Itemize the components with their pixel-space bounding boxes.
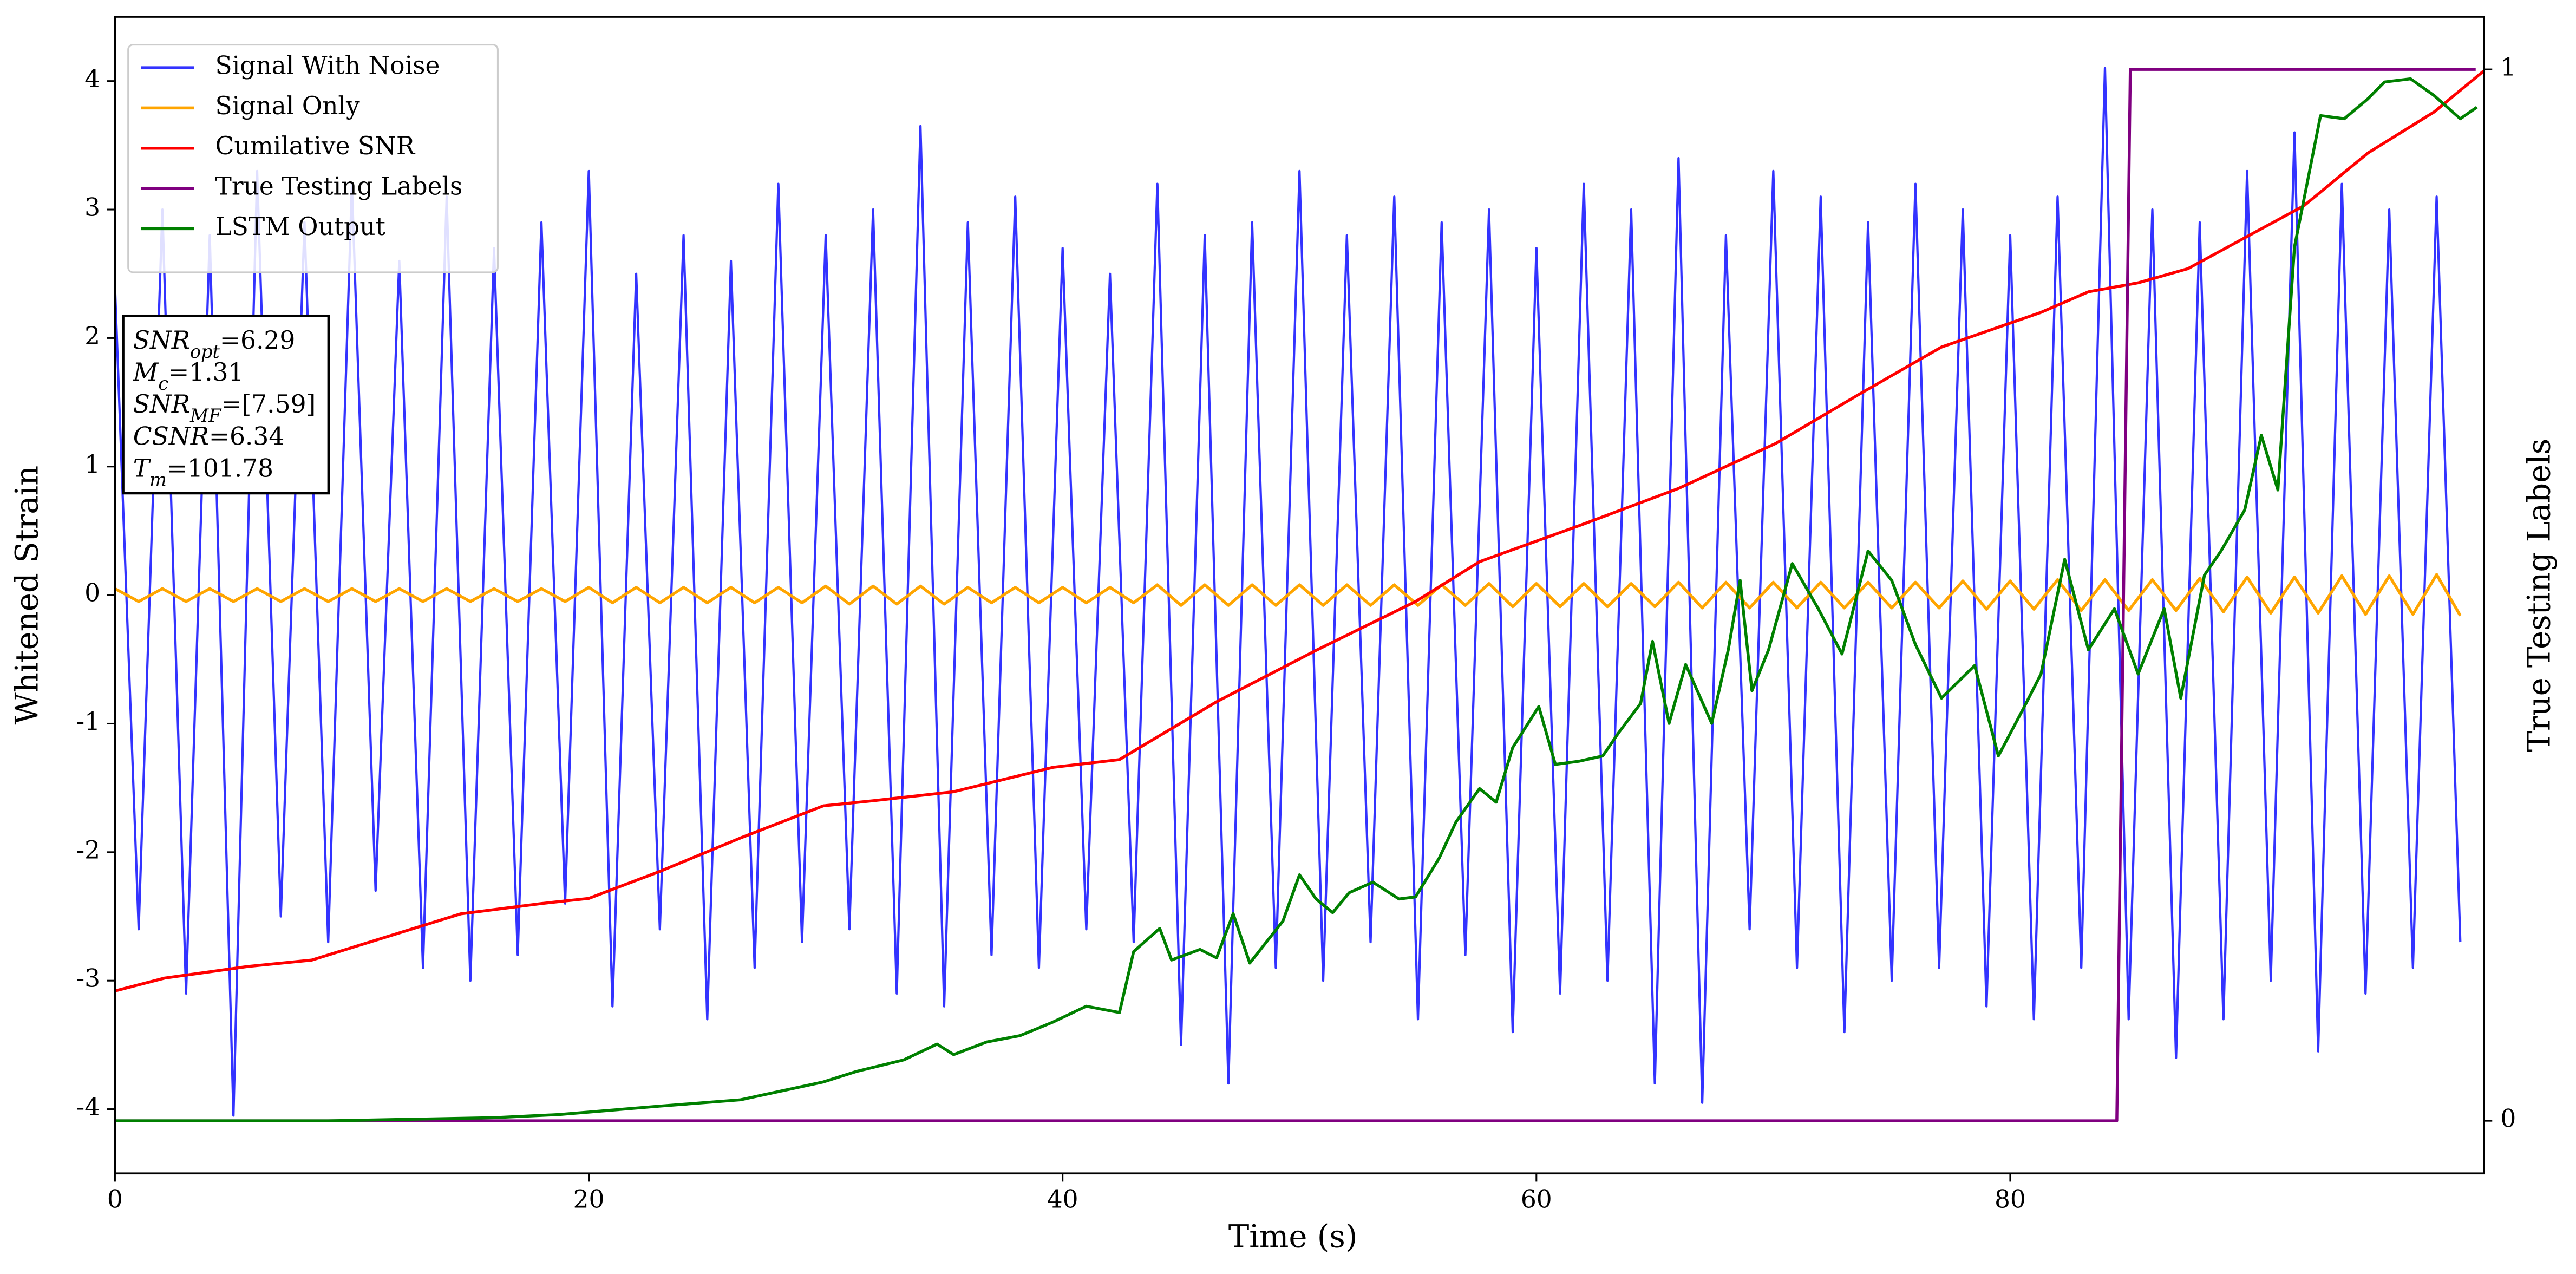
annotation-symbol: T: [133, 454, 152, 482]
annotation: SNRMF=[7.59]: [133, 390, 316, 426]
y-tick-label: -4: [76, 1093, 100, 1121]
annotation: Tm=101.78: [133, 454, 273, 490]
legend-label: Signal With Noise: [215, 51, 440, 80]
y-tick-label: -3: [76, 964, 100, 993]
annotation-subscript: c: [158, 373, 168, 394]
y-axis-label: Whitened Strain: [9, 466, 45, 725]
series-line: [115, 573, 2462, 617]
y-tick-label: -1: [76, 707, 100, 736]
x-tick-label: 20: [573, 1185, 605, 1213]
y-tick-label: -2: [76, 835, 100, 864]
x-tick-label: 60: [1521, 1185, 1552, 1213]
y-tick-label: 4: [84, 64, 100, 93]
y-tick-label: 3: [84, 193, 100, 222]
annotation-symbol: M: [133, 357, 159, 386]
series-line: [115, 77, 2478, 1122]
annotation-value: =101.78: [167, 454, 273, 482]
x-tick-label: 0: [107, 1185, 123, 1213]
annotation: Mc=1.31: [133, 357, 244, 394]
annotation-subscript: m: [149, 469, 167, 490]
y2-tick-label: 1: [2500, 53, 2516, 82]
annotation-subscript: MF: [189, 405, 222, 426]
x-tick-label: 80: [1995, 1185, 2026, 1213]
plot-frame: [114, 16, 2485, 1175]
y-tick-label: 1: [84, 450, 100, 479]
legend-label: Signal Only: [215, 92, 360, 120]
series-line: [115, 69, 2485, 992]
annotation-value: =1.31: [168, 357, 244, 386]
legend-label: True Testing Labels: [215, 172, 463, 201]
y2-axis-label: True Testing Labels: [2520, 439, 2557, 752]
legend-label: LSTM Output: [215, 212, 385, 241]
annotation: SNRopt=6.29: [133, 325, 296, 362]
series-line: [115, 68, 2476, 1122]
annotation-subscript: opt: [190, 341, 220, 362]
annotation-symbol: CSNR: [133, 422, 209, 450]
y2-tick-label: 0: [2500, 1105, 2516, 1133]
y-tick-label: 2: [84, 322, 100, 350]
annotation-box: [122, 314, 330, 495]
x-axis-label: Time (s): [1228, 1218, 1358, 1255]
annotation-value: =6.29: [220, 325, 295, 354]
y-tick-label: 0: [84, 579, 100, 607]
x-tick-label: 40: [1047, 1185, 1078, 1213]
annotation: CSNR=6.34: [133, 422, 285, 450]
annotation-symbol: SNR: [133, 325, 190, 354]
legend-box: [127, 44, 499, 273]
annotation-value: =[7.59]: [221, 390, 316, 419]
legend-label: Cumilative SNR: [215, 132, 416, 160]
annotation-symbol: SNR: [133, 390, 190, 419]
annotation-value: =6.34: [209, 422, 284, 450]
